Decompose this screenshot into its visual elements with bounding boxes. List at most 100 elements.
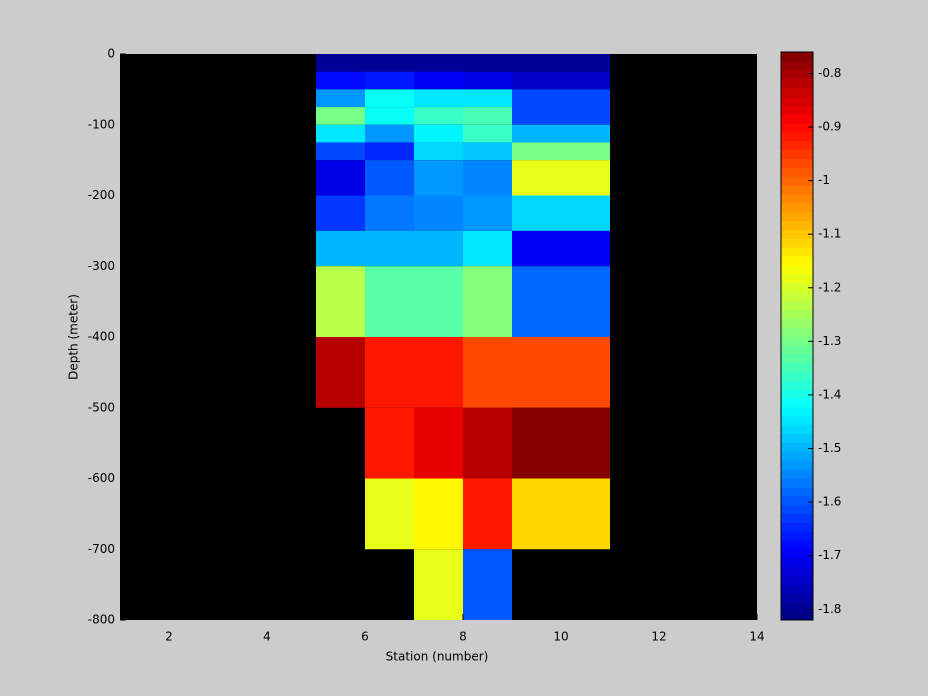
heatmap-cell — [316, 160, 365, 196]
y-tick-label: -600 — [88, 471, 115, 485]
heatmap-cell — [365, 124, 414, 143]
colorbar-segment — [781, 442, 813, 452]
colorbar-segment — [781, 176, 813, 186]
x-tick-label: 14 — [749, 630, 764, 644]
heatmap-cell — [414, 337, 463, 408]
y-tick-label: -700 — [88, 542, 115, 556]
heatmap-cell — [365, 266, 414, 337]
colorbar-segment — [781, 158, 813, 168]
heatmap-cell — [365, 71, 414, 90]
colorbar-segment — [781, 149, 813, 159]
heatmap-cell — [414, 107, 463, 125]
colorbar-tick-label: -1.3 — [818, 334, 841, 348]
heatmap-cell — [414, 124, 463, 143]
colorbar-segment — [781, 407, 813, 417]
colorbar-segment — [781, 593, 813, 603]
colorbar-segment — [781, 504, 813, 514]
heatmap-cell — [414, 549, 463, 620]
heatmap-cell — [414, 160, 463, 196]
heatmap-cell — [463, 549, 512, 620]
colorbar-segment — [781, 540, 813, 550]
colorbar-segment — [781, 611, 813, 621]
colorbar-segment — [781, 486, 813, 497]
colorbar-segment — [781, 87, 813, 97]
heatmap-cell — [463, 124, 512, 143]
heatmap-cell — [316, 142, 365, 161]
colorbar-segment — [781, 380, 813, 390]
y-axis-label: Depth (meter) — [67, 294, 81, 380]
x-tick-label: 4 — [263, 630, 271, 644]
heatmap-cell — [512, 230, 610, 267]
colorbar-segment — [781, 398, 813, 408]
colorbar-segment — [781, 433, 813, 443]
heatmap-cell — [365, 407, 414, 479]
y-tick-label: 0 — [107, 47, 115, 61]
colorbar-segment — [781, 451, 813, 461]
heatmap-cell — [414, 142, 463, 161]
heatmap-cell — [512, 89, 610, 108]
colorbar-segment — [781, 575, 813, 585]
x-tick-label: 6 — [361, 630, 369, 644]
heatmap-cell — [463, 89, 512, 108]
colorbar-segment — [781, 531, 813, 541]
heatmap-cell — [365, 142, 414, 161]
colorbar-tick-label: -1.2 — [818, 280, 841, 294]
colorbar-tick-label: -1.1 — [818, 227, 841, 241]
colorbar-segment — [781, 460, 813, 470]
colorbar-segment — [781, 344, 813, 355]
colorbar-segment — [781, 584, 813, 594]
y-tick-label: -500 — [88, 400, 115, 414]
heatmap-cell — [316, 89, 365, 108]
colorbar-segment — [781, 557, 813, 568]
colorbar-segment — [781, 522, 813, 532]
heatmap-cell — [365, 54, 414, 72]
y-tick-label: -200 — [88, 188, 115, 202]
colorbar-segment — [781, 513, 813, 523]
colorbar-segment — [781, 549, 813, 559]
colorbar-segment — [781, 78, 813, 88]
colorbar-tick-label: -0.9 — [818, 120, 841, 134]
colorbar-segment — [781, 478, 813, 488]
y-tick-label: -800 — [88, 613, 115, 627]
colorbar-tick-label: -1.5 — [818, 441, 841, 455]
colorbar-segment — [781, 123, 813, 133]
x-tick-label: 12 — [651, 630, 666, 644]
colorbar-segment — [781, 114, 813, 124]
colorbar-segment — [781, 415, 813, 426]
x-axis-label: Station (number) — [386, 650, 489, 664]
colorbar-tick-label: -1.7 — [818, 548, 841, 562]
colorbar-segment — [781, 247, 813, 257]
heatmap-cell — [414, 230, 463, 267]
heatmap-cell — [316, 71, 365, 90]
x-tick-label: 10 — [553, 630, 568, 644]
colorbar-segment — [781, 602, 813, 612]
colorbar-segment — [781, 318, 813, 328]
colorbar-segment — [781, 185, 813, 195]
heatmap-cell — [365, 478, 414, 550]
colorbar-segment — [781, 495, 813, 506]
heatmap-cell — [316, 107, 365, 125]
heatmap-cell — [512, 478, 610, 550]
colorbar-segment — [781, 273, 813, 284]
colorbar-segment — [781, 371, 813, 381]
colorbar-segment — [781, 211, 813, 222]
heatmap-cell — [316, 266, 365, 337]
heatmap-cell — [463, 142, 512, 161]
y-tick-label: -400 — [88, 330, 115, 344]
colorbar-segment — [781, 167, 813, 177]
colorbar-segment — [781, 220, 813, 230]
colorbar-tick-label: -1.6 — [818, 495, 841, 509]
heatmap-cell — [414, 266, 463, 337]
colorbar-segment — [781, 309, 813, 319]
colorbar-segment — [781, 140, 813, 151]
heatmap-cell — [365, 89, 414, 108]
colorbar-segment — [781, 52, 813, 62]
y-tick-label: -300 — [88, 259, 115, 273]
colorbar-tick-label: -1.4 — [818, 387, 841, 401]
heatmap-cell — [414, 407, 463, 479]
y-tick-label: -100 — [88, 117, 115, 131]
colorbar-segment — [781, 327, 813, 337]
colorbar-segment — [781, 291, 813, 301]
colorbar-tick-label: -1 — [818, 173, 830, 187]
x-tick-label: 2 — [165, 630, 173, 644]
